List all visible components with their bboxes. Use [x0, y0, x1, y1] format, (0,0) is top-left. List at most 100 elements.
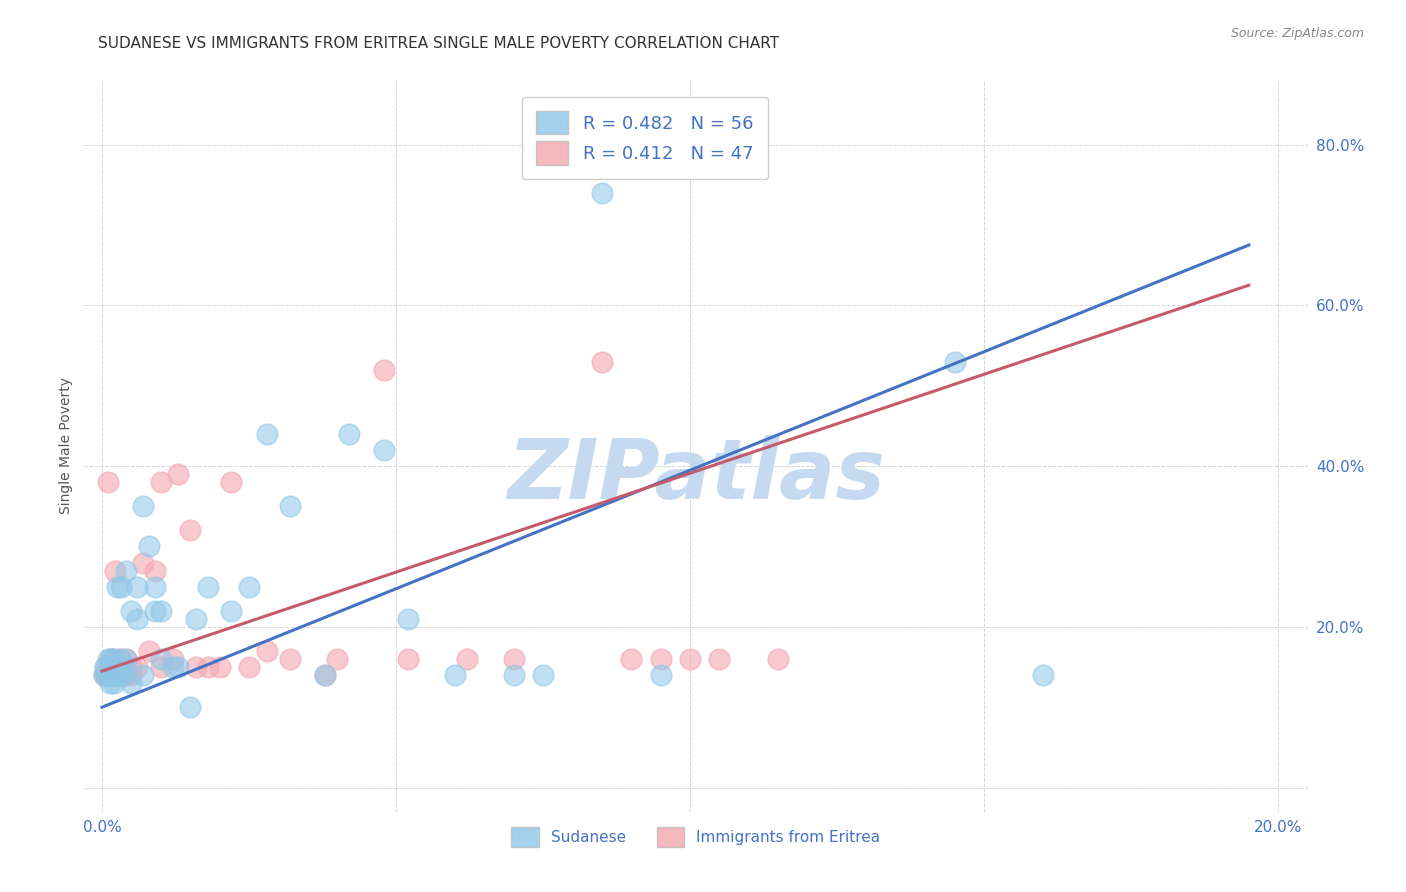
Y-axis label: Single Male Poverty: Single Male Poverty: [59, 377, 73, 515]
Point: [100, 668, 122, 682]
Point: [143, 580, 166, 594]
Point: [94, 668, 117, 682]
Point: [98, 652, 121, 666]
Point: [103, 660, 125, 674]
Point: [104, 668, 127, 682]
Point: [143, 564, 166, 578]
Point: [100, 652, 122, 666]
Point: [110, 580, 132, 594]
Point: [98, 660, 121, 674]
Point: [138, 644, 160, 658]
Point: [179, 524, 201, 538]
Point: [184, 612, 207, 626]
Point: [167, 660, 190, 674]
Point: [114, 564, 136, 578]
Point: [314, 668, 336, 682]
Point: [396, 612, 419, 626]
Point: [444, 668, 467, 682]
Point: [256, 644, 278, 658]
Point: [709, 652, 731, 666]
Point: [197, 580, 219, 594]
Point: [127, 660, 149, 674]
Point: [396, 652, 419, 666]
Point: [373, 443, 395, 458]
Point: [179, 700, 201, 714]
Point: [98, 668, 121, 682]
Point: [149, 660, 172, 674]
Point: [221, 475, 243, 490]
Point: [101, 660, 124, 674]
Point: [162, 652, 184, 666]
Point: [456, 652, 478, 666]
Point: [149, 475, 172, 490]
Point: [97, 660, 120, 674]
Point: [94, 660, 117, 674]
Point: [238, 660, 260, 674]
Point: [620, 652, 643, 666]
Point: [650, 652, 672, 666]
Point: [149, 652, 172, 666]
Point: [238, 580, 260, 594]
Point: [100, 660, 122, 674]
Point: [120, 604, 142, 618]
Point: [138, 540, 160, 554]
Point: [114, 660, 136, 674]
Point: [143, 604, 166, 618]
Point: [314, 668, 336, 682]
Point: [502, 652, 524, 666]
Point: [101, 668, 124, 682]
Point: [531, 668, 554, 682]
Point: [278, 652, 301, 666]
Point: [103, 652, 125, 666]
Point: [98, 676, 121, 690]
Point: [105, 580, 128, 594]
Point: [93, 668, 115, 682]
Point: [184, 660, 207, 674]
Point: [94, 668, 117, 682]
Point: [337, 426, 360, 441]
Point: [108, 652, 131, 666]
Point: [97, 652, 120, 666]
Point: [111, 668, 134, 682]
Text: Source: ZipAtlas.com: Source: ZipAtlas.com: [1230, 27, 1364, 40]
Point: [197, 660, 219, 674]
Point: [149, 604, 172, 618]
Point: [162, 660, 184, 674]
Point: [591, 354, 613, 368]
Point: [943, 354, 966, 368]
Point: [221, 604, 243, 618]
Point: [103, 668, 125, 682]
Point: [105, 668, 128, 682]
Point: [94, 660, 117, 674]
Text: ZIPatlas: ZIPatlas: [508, 434, 884, 516]
Point: [132, 668, 155, 682]
Point: [132, 556, 155, 570]
Text: SUDANESE VS IMMIGRANTS FROM ERITREA SINGLE MALE POVERTY CORRELATION CHART: SUDANESE VS IMMIGRANTS FROM ERITREA SING…: [98, 36, 779, 51]
Point: [650, 668, 672, 682]
Point: [114, 652, 136, 666]
Point: [326, 652, 349, 666]
Point: [502, 668, 524, 682]
Point: [120, 676, 142, 690]
Point: [97, 475, 120, 490]
Point: [105, 660, 128, 674]
Point: [591, 186, 613, 200]
Point: [101, 652, 124, 666]
Point: [114, 668, 136, 682]
Point: [97, 660, 120, 674]
Point: [127, 580, 149, 594]
Point: [108, 668, 131, 682]
Point: [108, 660, 131, 674]
Point: [132, 500, 155, 514]
Point: [679, 652, 702, 666]
Point: [104, 564, 127, 578]
Point: [120, 668, 142, 682]
Point: [120, 660, 142, 674]
Point: [373, 362, 395, 376]
Point: [93, 668, 115, 682]
Point: [1032, 668, 1054, 682]
Point: [768, 652, 790, 666]
Point: [108, 652, 131, 666]
Point: [278, 500, 301, 514]
Point: [208, 660, 231, 674]
